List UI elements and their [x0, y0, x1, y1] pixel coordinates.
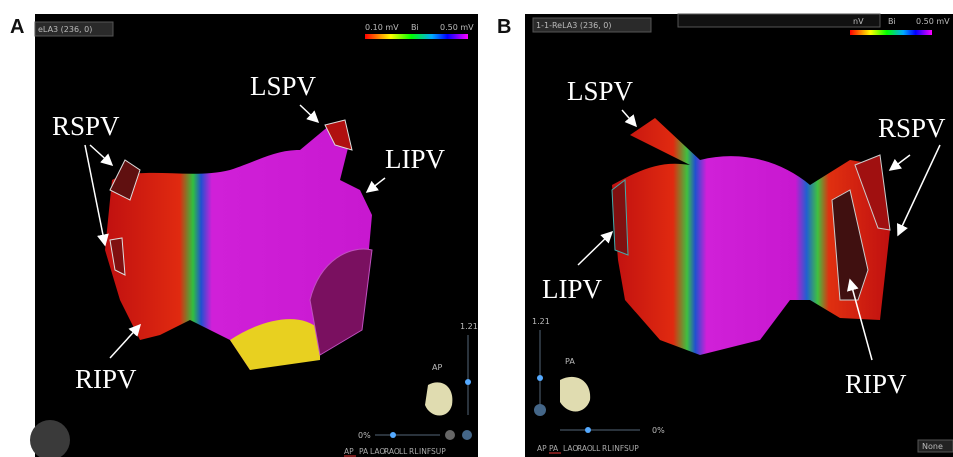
- scale-mode: Bi: [888, 17, 896, 26]
- view-button[interactable]: PA: [549, 444, 559, 453]
- panel-label: A: [10, 16, 24, 38]
- zoom-value: 1.21: [532, 317, 550, 326]
- view-button[interactable]: RAO: [577, 444, 593, 453]
- view-button[interactable]: INF: [612, 444, 624, 453]
- view-button[interactable]: LL: [399, 447, 408, 456]
- map-header: eLA3 (236, 0): [38, 25, 92, 34]
- view-button[interactable]: RL: [602, 444, 612, 453]
- view-button[interactable]: INF: [419, 447, 431, 456]
- percent: 0%: [358, 431, 371, 440]
- scale-min: nV: [853, 17, 864, 26]
- figure: A B eLA3 (236, 0) 0.10 mV Bi 0.50 mV LSP…: [0, 0, 953, 457]
- annotation: LSPV: [567, 76, 634, 106]
- zoom-value: 1.21: [460, 322, 478, 331]
- zoom-slider[interactable]: [537, 375, 543, 381]
- scale-min: 0.10 mV: [365, 23, 399, 32]
- scale-mode: Bi: [411, 23, 419, 32]
- view-button[interactable]: LL: [592, 444, 601, 453]
- scale-max: 0.50 mV: [440, 23, 474, 32]
- percent: 0%: [652, 426, 665, 435]
- annotation: LIPV: [385, 144, 446, 174]
- opacity-slider[interactable]: [585, 427, 591, 433]
- annotation: LSPV: [250, 71, 317, 101]
- opacity-slider[interactable]: [390, 432, 396, 438]
- view-button[interactable]: RL: [409, 447, 419, 456]
- annotation: RIPV: [845, 369, 907, 399]
- annotation: RSPV: [878, 113, 946, 143]
- view-button[interactable]: SUP: [431, 447, 446, 456]
- scale-max: 0.50 mV: [916, 17, 950, 26]
- view-label: AP: [432, 363, 442, 372]
- annotation: RSPV: [52, 111, 120, 141]
- view-label: PA: [565, 357, 575, 366]
- panel: 1-1-ReLA3 (236, 0) nV Bi 0.50 mV LSPV RS…: [525, 14, 953, 457]
- zoom-slider[interactable]: [465, 379, 471, 385]
- view-button[interactable]: SUP: [624, 444, 639, 453]
- view-button[interactable]: AP: [344, 447, 354, 456]
- panel-label: B: [497, 16, 511, 38]
- annotation: LIPV: [542, 274, 603, 304]
- panel: eLA3 (236, 0) 0.10 mV Bi 0.50 mV LSPV RS…: [30, 14, 478, 457]
- view-button[interactable]: PA: [359, 447, 369, 456]
- annotation: RIPV: [75, 364, 137, 394]
- view-button[interactable]: AP: [537, 444, 547, 453]
- map-header: 1-1-ReLA3 (236, 0): [536, 21, 612, 30]
- dropdown[interactable]: None: [922, 442, 943, 451]
- view-button[interactable]: RAO: [384, 447, 400, 456]
